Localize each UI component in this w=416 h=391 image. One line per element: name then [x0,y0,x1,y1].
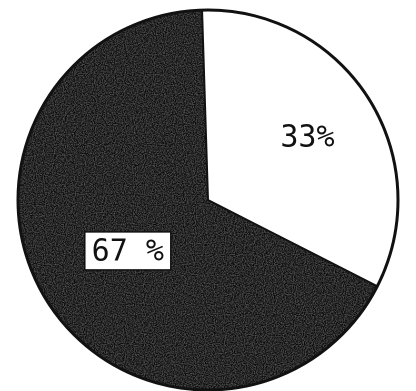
pie-label-group-67: 67 % [84,231,172,271]
pie-label-33: 33% [280,119,334,154]
pie-label-67: 67 % [92,233,164,268]
pie-slices [17,9,399,391]
pie-outline [16,8,400,391]
pie-labels: 67 % 33% [84,119,335,271]
pie-label-group-33: 33% [280,119,334,154]
pie-label-box [84,231,172,271]
